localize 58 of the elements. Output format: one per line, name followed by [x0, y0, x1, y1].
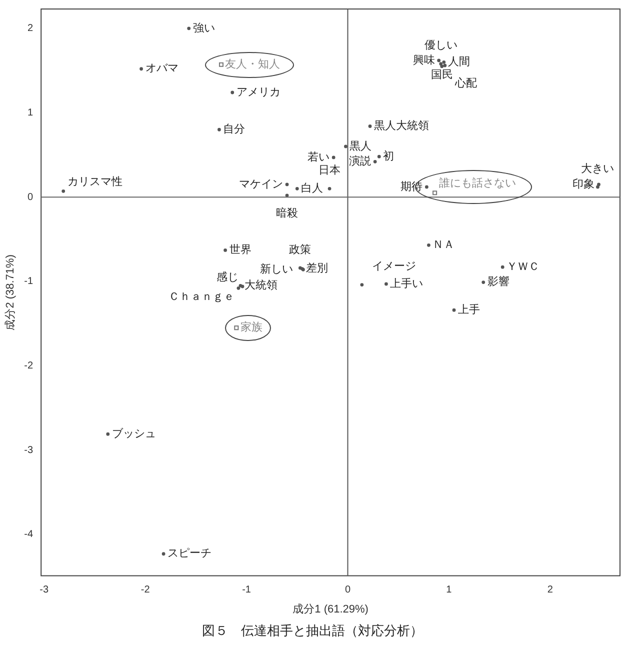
- annotation: Ｃｈａｎｇｅ: [168, 290, 234, 304]
- annotation: 上手: [458, 302, 480, 316]
- annotation: 印象: [572, 177, 595, 190]
- annotation: 誰にも話さない: [438, 176, 516, 190]
- annotation: 友人・知人: [225, 58, 280, 71]
- x-tick-label: 0: [344, 584, 351, 596]
- y-tick-label: -4: [24, 529, 34, 540]
- annotation: 自分: [223, 122, 246, 136]
- annotation: 政策: [289, 242, 312, 256]
- annotation: 白人: [301, 182, 324, 195]
- annotation: 初: [383, 149, 394, 162]
- annotation: 日本: [318, 164, 341, 177]
- annotation: 感じ: [216, 270, 238, 284]
- annotation: 黒人大統領: [374, 119, 430, 132]
- annotation: 大統領: [244, 278, 278, 292]
- y-tick-label: -1: [24, 276, 34, 288]
- y-tick-label: -3: [24, 444, 34, 456]
- x-tick-label: -3: [40, 584, 50, 596]
- point: [432, 190, 438, 196]
- annotation: 優しい: [424, 38, 458, 52]
- annotation: アメリカ: [236, 85, 280, 98]
- annotation: 上手い: [390, 276, 424, 290]
- text: 図５ 伝達相手と抽出語（対応分析）: [201, 623, 424, 640]
- y-tick-label: -2: [24, 360, 34, 372]
- annotation: 暗殺: [276, 206, 298, 220]
- annotation: 家族: [240, 320, 262, 334]
- y-axis-title: 成分2 (38.71%): [4, 254, 17, 330]
- annotation: 世界: [229, 243, 252, 256]
- annotation: 興味: [412, 53, 435, 66]
- x-tick-label: 1: [446, 584, 452, 596]
- annotation: ＮＡ: [432, 238, 455, 252]
- annotation: スピーチ: [168, 546, 212, 560]
- annotation: 若い: [308, 150, 330, 164]
- y-tick-label: 2: [28, 23, 34, 34]
- annotation: 心配: [454, 76, 477, 90]
- annotation: イメージ: [372, 260, 416, 273]
- annotation: ＹＷＣ: [506, 260, 540, 273]
- x-tick-label: -2: [140, 584, 150, 596]
- x-tick-label: 2: [547, 584, 554, 596]
- annotation: 演説: [349, 154, 372, 168]
- annotation: ブッシュ: [112, 426, 156, 440]
- annotation: 影響: [487, 275, 510, 288]
- y-tick-label: 1: [28, 107, 34, 118]
- annotation: 国民: [430, 68, 453, 82]
- annotation: 大きい: [581, 162, 614, 175]
- annotation: マケイン: [239, 177, 284, 190]
- point: [234, 326, 239, 330]
- annotation: カリスマ性: [67, 175, 122, 188]
- annotation: 新しい: [260, 262, 294, 276]
- annotation: 強い: [192, 21, 215, 34]
- x-axis-title: 成分1 (61.29%): [292, 602, 368, 616]
- y-tick-label: 0: [28, 192, 34, 203]
- annotation: 黒人: [350, 139, 372, 152]
- annotation: 人間: [448, 54, 470, 68]
- annotation: 差別: [306, 262, 328, 275]
- x-tick-label: -1: [242, 584, 252, 596]
- point: [218, 62, 224, 67]
- annotation: オバマ: [145, 62, 178, 75]
